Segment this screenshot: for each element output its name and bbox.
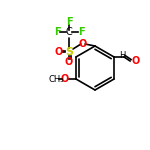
Text: O: O xyxy=(79,39,87,49)
Text: F: F xyxy=(66,17,72,27)
Text: S: S xyxy=(65,47,73,57)
Text: F: F xyxy=(54,27,60,37)
Text: H: H xyxy=(119,51,125,60)
Text: CH₃: CH₃ xyxy=(48,75,64,84)
Text: O: O xyxy=(65,57,73,67)
Text: O: O xyxy=(61,74,69,84)
Text: F: F xyxy=(78,27,84,37)
Text: C: C xyxy=(66,27,72,37)
Text: O: O xyxy=(131,56,139,66)
Text: O: O xyxy=(55,47,63,57)
